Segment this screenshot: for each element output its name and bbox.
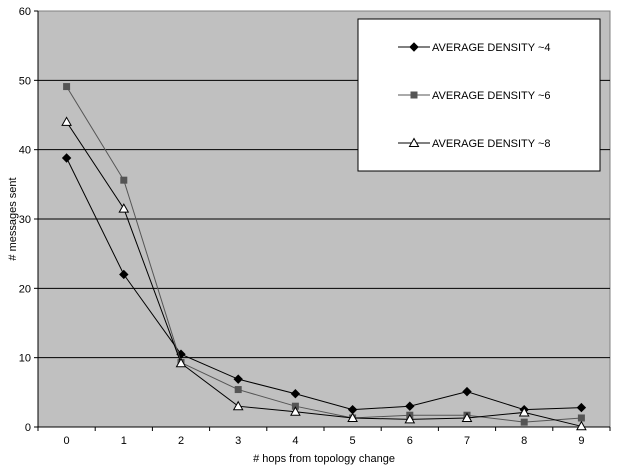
x-tick-label: 1 [121,435,127,447]
y-tick-label: 40 [19,145,31,157]
data-point-square [577,414,585,422]
data-point-diamond [405,401,415,411]
legend: AVERAGE DENSITY ~4 AVERAGE DENSITY ~6 AVER… [357,18,601,172]
x-axis-label: # hops from topology change [253,453,395,465]
legend-marker-triangle [408,137,420,147]
x-tick-label: 7 [464,435,470,447]
tick-labels: 0 10 20 30 40 50 60 0 1 2 3 4 5 6 7 8 9 [19,6,585,447]
x-tick-label: 5 [350,435,356,447]
data-point-triangle [118,203,130,213]
series-line [66,157,582,411]
data-point-diamond [61,153,72,163]
series-line [66,86,582,423]
x-tick-label: 0 [64,435,70,447]
data-point-diamond [462,386,472,397]
x-tick-label: 4 [292,435,298,447]
y-tick-label: 20 [19,283,31,295]
data-point-square [520,418,528,426]
series-line [66,121,582,427]
y-axis-label: # messages sent [7,177,19,260]
legend-label: AVERAGE DENSITY ~8 [432,138,551,150]
data-point-triangle [461,412,473,422]
y-tick-label: 0 [25,422,31,434]
series-group [61,83,587,431]
data-point-diamond [290,389,301,399]
data-point-square [234,386,242,394]
y-tick-label: 10 [19,353,31,365]
data-point-triangle [576,420,587,431]
data-point-triangle [404,413,416,424]
y-tick-label: 30 [19,214,31,226]
x-tick-label: 2 [178,435,184,447]
legend-label: AVERAGE DENSITY ~4 [432,42,551,54]
x-tick-label: 6 [407,435,413,447]
legend-label: AVERAGE DENSITY ~6 [432,90,551,102]
data-point-square [120,176,128,184]
data-point-diamond [576,402,587,413]
legend-marker-diamond [409,42,419,52]
x-tick-label: 3 [235,435,241,447]
data-point-triangle [175,357,187,368]
data-point-triangle [518,406,530,417]
series-3 [61,116,587,431]
data-point-triangle [61,116,72,126]
data-point-triangle [232,400,244,411]
x-tick-label: 8 [521,435,527,447]
y-tick-label: 60 [19,6,31,18]
data-point-triangle [290,406,301,416]
data-point-diamond [119,269,129,280]
x-tick-label: 9 [578,435,584,447]
data-point-diamond [233,374,243,384]
legend-marker-square [410,91,418,99]
axes [34,10,611,431]
y-tick-label: 50 [19,75,31,87]
data-point-triangle [347,412,358,422]
data-point-square [63,83,71,91]
